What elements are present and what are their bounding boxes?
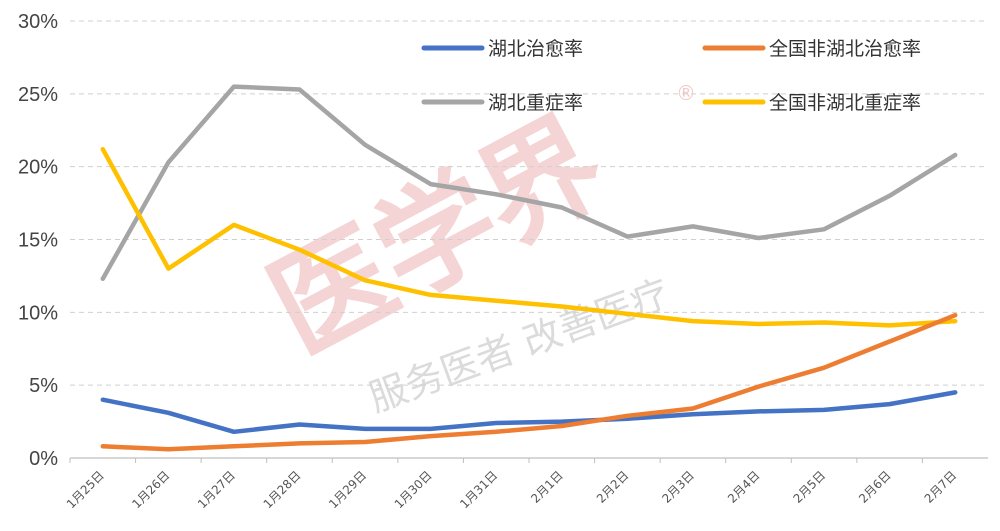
x-tick-label: 2月2日: [594, 468, 632, 506]
series-line-2: [100, 84, 958, 282]
x-axis-ticks: 1月25日 1月26日 1月27日 1月28日 1月29日 1月30日 1月31日 2月1日 2…: [64, 458, 959, 511]
x-tick-label: 1月25日: [64, 468, 107, 511]
y-tick-label: 20%: [18, 157, 58, 179]
y-tick-label: 0%: [29, 448, 58, 470]
watermark-registered-mark: ®: [676, 81, 696, 105]
x-tick-label: 1月27日: [195, 468, 238, 511]
x-tick-label: 2月5日: [791, 468, 829, 506]
y-tick-label: 15%: [18, 230, 58, 252]
series-line-3: [100, 146, 958, 328]
x-tick-label: 2月6日: [856, 468, 894, 506]
x-tick-label: 1月31日: [457, 468, 500, 511]
x-tick-label: 2月3日: [659, 468, 697, 506]
y-axis-ticks: 0% 5% 10% 15% 20% 25% 30%: [18, 11, 58, 470]
x-tick-label: 2月1日: [528, 468, 566, 506]
legend-label: 湖北重症率: [488, 92, 583, 114]
legend-label: 全国非湖北重症率: [769, 92, 921, 114]
x-tick-label: 1月29日: [326, 468, 369, 511]
y-tick-label: 5%: [29, 375, 58, 397]
y-tick-label: 10%: [18, 302, 58, 324]
watermark: 医学界 ® 服务医者 改善医疗: [248, 81, 696, 420]
x-tick-label: 1月28日: [261, 468, 304, 511]
series-lines: [100, 84, 958, 452]
x-tick-label: 2月7日: [922, 468, 960, 506]
x-tick-label: 2月4日: [725, 468, 763, 506]
y-tick-label: 25%: [18, 84, 58, 106]
y-tick-label: 30%: [18, 11, 58, 33]
legend-label: 全国非湖北治愈率: [769, 38, 921, 60]
series-line-1: [100, 312, 958, 452]
x-tick-label: 1月26日: [129, 468, 172, 511]
series-line-0: [100, 390, 958, 435]
x-tick-label: 1月30日: [392, 468, 435, 511]
legend-label: 湖北治愈率: [488, 38, 583, 60]
gridlines: [70, 20, 988, 459]
